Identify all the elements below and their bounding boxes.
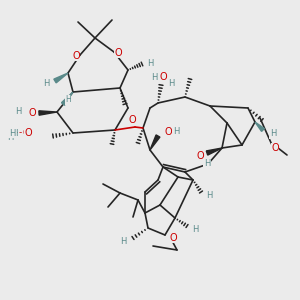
Text: H: H [7, 134, 13, 142]
Text: O: O [128, 115, 136, 125]
Text: H: H [192, 226, 198, 235]
Text: O: O [196, 151, 204, 161]
Polygon shape [54, 73, 68, 83]
Text: H: H [270, 130, 276, 139]
Text: H: H [147, 58, 153, 68]
Text: H: H [15, 107, 21, 116]
Text: O: O [22, 128, 30, 138]
Text: H: H [43, 79, 49, 88]
Text: H: H [15, 128, 21, 137]
Text: H: H [168, 79, 174, 88]
Polygon shape [61, 92, 73, 105]
Text: -: - [18, 128, 22, 137]
Polygon shape [39, 111, 57, 115]
Polygon shape [206, 148, 222, 155]
Text: O: O [114, 48, 122, 58]
Text: H: H [15, 107, 21, 116]
Text: H: H [151, 73, 157, 82]
Text: H: H [173, 128, 179, 136]
Polygon shape [150, 135, 160, 150]
Polygon shape [255, 122, 264, 131]
Text: O: O [24, 128, 32, 138]
Text: H: H [9, 128, 15, 137]
Text: H: H [204, 160, 210, 169]
Text: O: O [72, 51, 80, 61]
Text: O: O [164, 127, 172, 137]
Text: O: O [169, 233, 177, 243]
Text: O: O [28, 108, 36, 118]
Text: H: H [65, 95, 71, 104]
Text: H: H [206, 191, 212, 200]
Text: H: H [120, 238, 126, 247]
Text: O: O [271, 143, 279, 153]
Text: O: O [159, 72, 167, 82]
